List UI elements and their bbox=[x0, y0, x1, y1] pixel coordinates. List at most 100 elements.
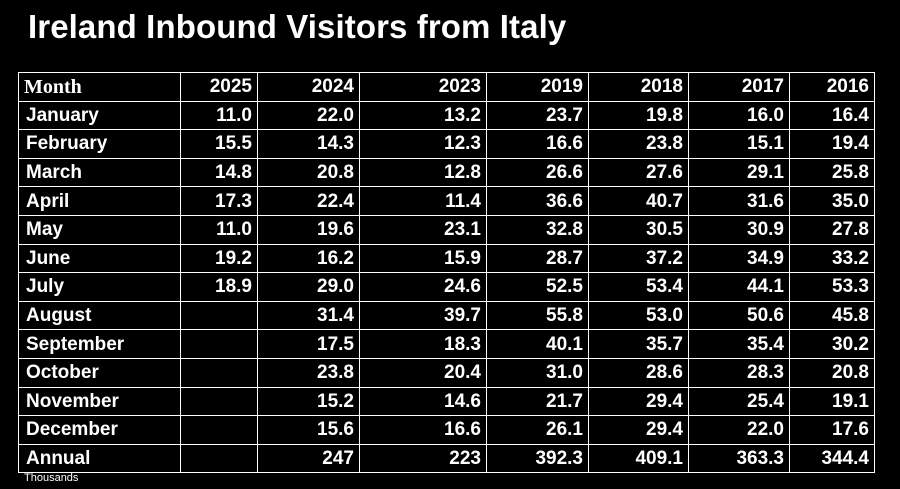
table-cell: 23.8 bbox=[588, 129, 689, 159]
table-cell: 17.3 bbox=[180, 186, 258, 216]
table-cell: 53.0 bbox=[588, 300, 689, 331]
table-cell: 17.5 bbox=[257, 329, 360, 359]
table-cell bbox=[180, 415, 258, 445]
table-cell: 363.3 bbox=[688, 443, 790, 474]
table-cell: 16.6 bbox=[359, 415, 487, 445]
table-cell: 11.0 bbox=[180, 214, 258, 245]
table-cell: 22.4 bbox=[257, 186, 360, 216]
table-cell: 52.5 bbox=[486, 272, 589, 302]
table-cell bbox=[180, 329, 258, 359]
visitors-table: Month 2025 2024 2023 2019 2018 2017 2016 Januar… bbox=[18, 72, 875, 474]
table-cell: 35.0 bbox=[789, 186, 875, 216]
table-row: March 14.8 20.8 12.8 26.6 27.6 29.1 25.8 bbox=[18, 157, 875, 188]
table-cell: 23.1 bbox=[359, 214, 487, 245]
table-cell: 15.2 bbox=[257, 386, 360, 417]
table-cell: 26.6 bbox=[486, 157, 589, 188]
row-label: November bbox=[18, 386, 181, 417]
row-label: Annual bbox=[18, 443, 181, 474]
table-cell: 19.2 bbox=[180, 243, 258, 274]
table-cell: 11.0 bbox=[180, 100, 258, 131]
table-cell: 23.7 bbox=[486, 100, 589, 131]
table-cell: 30.9 bbox=[688, 214, 790, 245]
table-row: February 15.5 14.3 12.3 16.6 23.8 15.1 19.4 bbox=[18, 129, 875, 159]
table-cell: 36.6 bbox=[486, 186, 589, 216]
table-row: November 15.2 14.6 21.7 29.4 25.4 19.1 bbox=[18, 386, 875, 417]
table-cell: 29.4 bbox=[588, 415, 689, 445]
table-cell: 30.5 bbox=[588, 214, 689, 245]
table-body: January 11.0 22.0 13.2 23.7 19.8 16.0 16.4 Febru… bbox=[18, 100, 875, 474]
units-note: Thousands bbox=[24, 472, 79, 484]
table-cell: 31.6 bbox=[688, 186, 790, 216]
table-cell: 16.2 bbox=[257, 243, 360, 274]
table-cell: 13.2 bbox=[359, 100, 487, 131]
table-cell: 14.6 bbox=[359, 386, 487, 417]
table-cell: 18.3 bbox=[359, 329, 487, 359]
table-cell: 17.6 bbox=[789, 415, 875, 445]
table-cell: 39.7 bbox=[359, 300, 487, 331]
row-label: April bbox=[18, 186, 181, 216]
table-cell: 20.8 bbox=[789, 357, 875, 388]
column-header-year: 2018 bbox=[588, 72, 689, 102]
column-header-year: 2025 bbox=[180, 72, 258, 102]
table-cell: 21.7 bbox=[486, 386, 589, 417]
table-cell: 31.0 bbox=[486, 357, 589, 388]
table-cell: 28.6 bbox=[588, 357, 689, 388]
row-label: December bbox=[18, 415, 181, 445]
table-cell: 53.3 bbox=[789, 272, 875, 302]
table-cell: 27.6 bbox=[588, 157, 689, 188]
table-cell: 40.7 bbox=[588, 186, 689, 216]
table-row: January 11.0 22.0 13.2 23.7 19.8 16.0 16.4 bbox=[18, 100, 875, 131]
table-row: Annual 247 223 392.3 409.1 363.3 344.4 bbox=[18, 443, 875, 474]
table-row: September 17.5 18.3 40.1 35.7 35.4 30.2 bbox=[18, 329, 875, 359]
row-label: June bbox=[18, 243, 181, 274]
column-header-month: Month bbox=[18, 72, 181, 102]
table-cell: 14.3 bbox=[257, 129, 360, 159]
row-label: August bbox=[18, 300, 181, 331]
table-cell: 55.8 bbox=[486, 300, 589, 331]
table-cell: 25.8 bbox=[789, 157, 875, 188]
table-cell: 33.2 bbox=[789, 243, 875, 274]
table-cell: 30.2 bbox=[789, 329, 875, 359]
table-cell: 29.0 bbox=[257, 272, 360, 302]
table-cell bbox=[180, 357, 258, 388]
table-cell: 22.0 bbox=[688, 415, 790, 445]
row-label: July bbox=[18, 272, 181, 302]
table-cell: 20.8 bbox=[257, 157, 360, 188]
table-cell: 35.4 bbox=[688, 329, 790, 359]
table-cell: 16.4 bbox=[789, 100, 875, 131]
table-cell: 409.1 bbox=[588, 443, 689, 474]
table-cell: 26.1 bbox=[486, 415, 589, 445]
table-cell: 29.1 bbox=[688, 157, 790, 188]
table-cell: 11.4 bbox=[359, 186, 487, 216]
table-cell: 19.8 bbox=[588, 100, 689, 131]
table-cell: 35.7 bbox=[588, 329, 689, 359]
table-cell: 20.4 bbox=[359, 357, 487, 388]
table-cell: 247 bbox=[257, 443, 360, 474]
table-cell: 12.3 bbox=[359, 129, 487, 159]
row-label: January bbox=[18, 100, 181, 131]
column-header-year: 2019 bbox=[486, 72, 589, 102]
row-label: October bbox=[18, 357, 181, 388]
table-cell: 223 bbox=[359, 443, 487, 474]
table-cell: 22.0 bbox=[257, 100, 360, 131]
table-row: August 31.4 39.7 55.8 53.0 50.6 45.8 bbox=[18, 300, 875, 331]
table-cell: 25.4 bbox=[688, 386, 790, 417]
table-cell: 34.9 bbox=[688, 243, 790, 274]
table-cell: 19.6 bbox=[257, 214, 360, 245]
table-cell: 50.6 bbox=[688, 300, 790, 331]
table-row: October 23.8 20.4 31.0 28.6 28.3 20.8 bbox=[18, 357, 875, 388]
table-cell: 31.4 bbox=[257, 300, 360, 331]
table-header-row: Month 2025 2024 2023 2019 2018 2017 2016 bbox=[18, 72, 875, 102]
table-cell: 14.8 bbox=[180, 157, 258, 188]
table-cell: 344.4 bbox=[789, 443, 875, 474]
column-header-year: 2017 bbox=[688, 72, 790, 102]
row-label: May bbox=[18, 214, 181, 245]
table-cell: 19.4 bbox=[789, 129, 875, 159]
table-cell: 45.8 bbox=[789, 300, 875, 331]
table-cell: 16.6 bbox=[486, 129, 589, 159]
table-cell: 32.8 bbox=[486, 214, 589, 245]
table-row: June 19.2 16.2 15.9 28.7 37.2 34.9 33.2 bbox=[18, 243, 875, 274]
table-cell: 15.5 bbox=[180, 129, 258, 159]
table-cell: 24.6 bbox=[359, 272, 487, 302]
table-cell bbox=[180, 443, 258, 474]
